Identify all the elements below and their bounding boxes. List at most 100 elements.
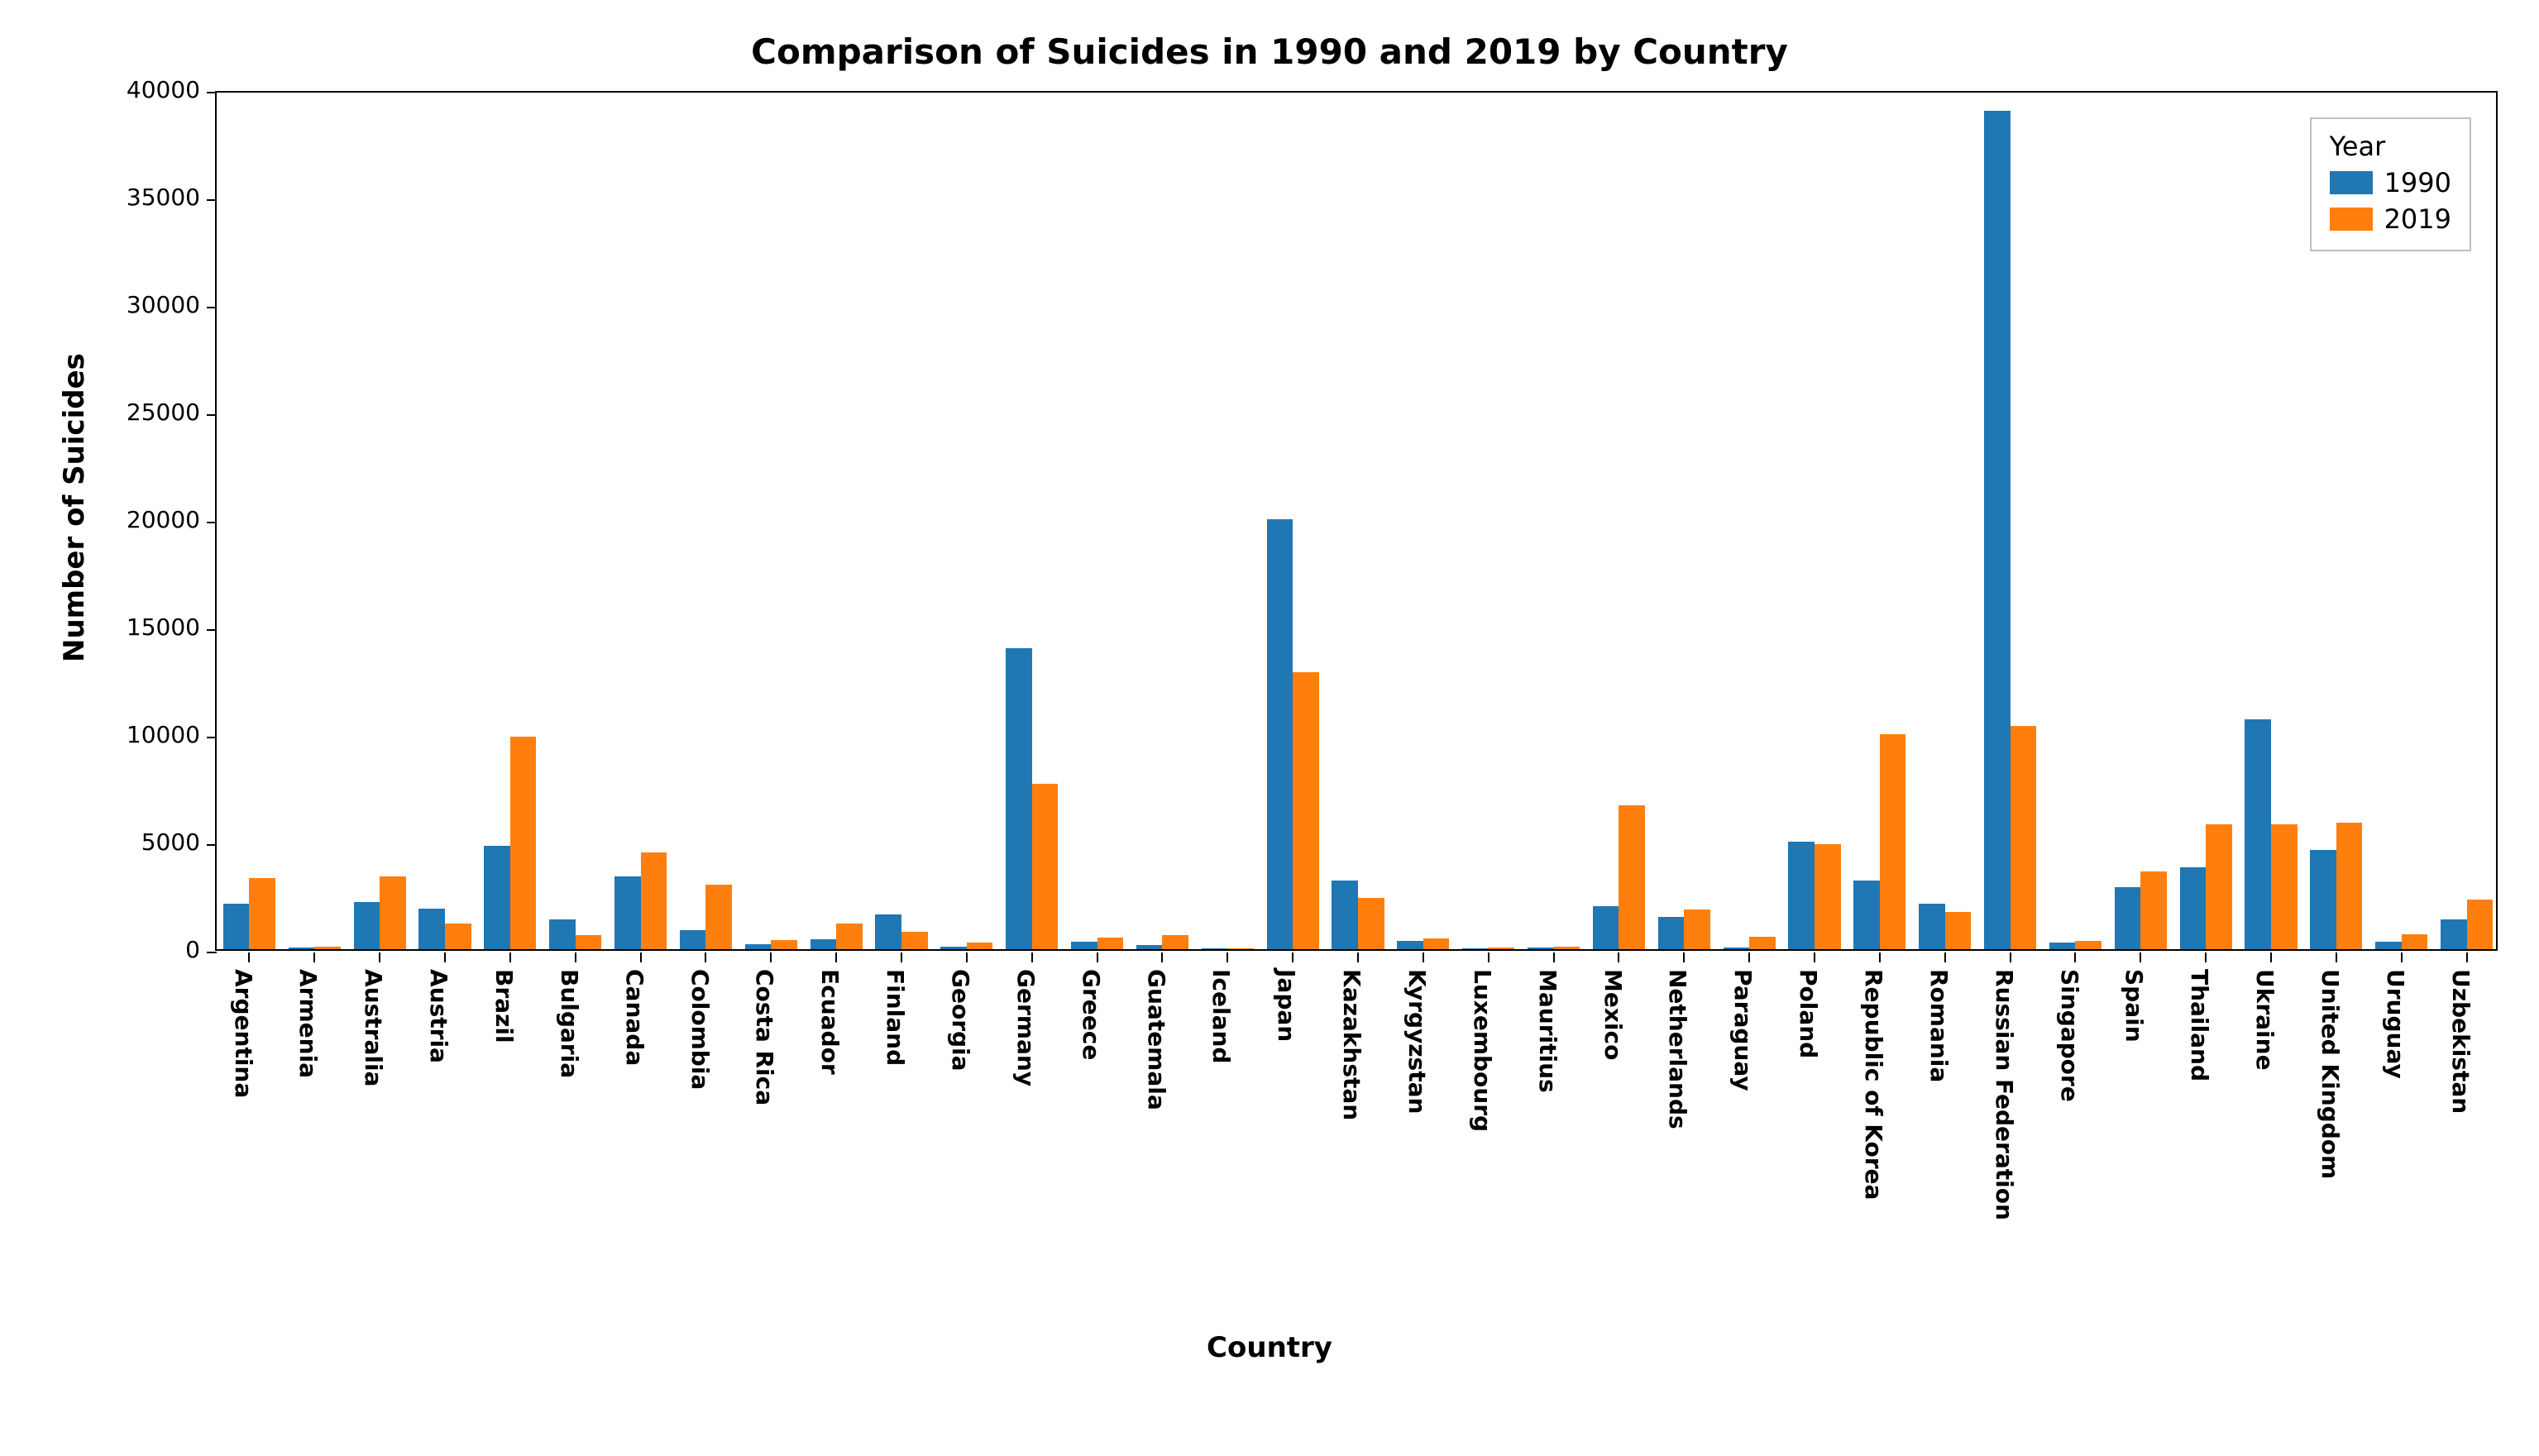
bar [549, 919, 576, 949]
x-tick-mark [509, 952, 511, 962]
bar [1267, 519, 1293, 949]
x-tick-mark [835, 952, 837, 962]
bar [1880, 734, 1906, 949]
bar [1815, 844, 1841, 949]
x-tick-mark [2074, 952, 2076, 962]
bar [2049, 943, 2076, 949]
y-tick-label: 0 [68, 936, 200, 963]
bar [680, 930, 706, 949]
legend-title: Year [2330, 131, 2451, 162]
x-tick-mark [1161, 952, 1163, 962]
bar [2375, 942, 2402, 949]
bar [1619, 805, 1645, 949]
bar [836, 924, 863, 949]
bar [2467, 900, 2494, 949]
y-tick-label: 25000 [68, 399, 200, 426]
y-tick-mark [207, 199, 217, 201]
legend: Year 1990 2019 [2310, 117, 2471, 251]
bar [1593, 906, 1619, 949]
bar [223, 904, 250, 949]
bar [510, 737, 537, 949]
bar [289, 948, 315, 949]
legend-item: 1990 [2330, 167, 2451, 198]
legend-label: 2019 [2384, 203, 2451, 235]
bar [1006, 648, 1032, 949]
bar [1462, 948, 1489, 949]
y-tick-mark [207, 414, 217, 416]
x-tick-mark [901, 952, 902, 962]
legend-swatch [2330, 171, 2373, 194]
x-tick-mark [575, 952, 576, 962]
x-tick-mark [2270, 952, 2272, 962]
bar [1749, 937, 1776, 949]
y-tick-label: 15000 [68, 613, 200, 641]
y-tick-label: 40000 [68, 76, 200, 103]
y-tick-mark [207, 737, 217, 738]
bar [1984, 111, 2011, 949]
x-tick-mark [2205, 952, 2207, 962]
x-tick-mark [1488, 952, 1489, 962]
y-tick-mark [207, 307, 217, 308]
y-tick-mark [207, 92, 217, 93]
bar [576, 935, 602, 949]
bar [967, 943, 993, 949]
chart-container: Comparison of Suicides in 1990 and 2019 … [0, 0, 2539, 1456]
bar [1684, 909, 1710, 949]
y-tick-mark [207, 844, 217, 846]
bar [1332, 881, 1358, 949]
legend-item: 2019 [2330, 203, 2451, 235]
x-tick-mark [1097, 952, 1098, 962]
x-tick-mark [2466, 952, 2468, 962]
bar [1397, 941, 1423, 949]
x-tick-mark [770, 952, 772, 962]
y-tick-label: 20000 [68, 506, 200, 533]
bar [641, 852, 667, 949]
bar [1423, 938, 1450, 949]
y-tick-mark [207, 629, 217, 631]
x-tick-mark [2010, 952, 2011, 962]
x-axis-label: Country [0, 1331, 2539, 1364]
bar [614, 876, 641, 949]
bar [314, 947, 341, 949]
x-tick-mark [1357, 952, 1359, 962]
bar [2180, 867, 2207, 949]
bar [705, 885, 732, 949]
x-tick-mark [313, 952, 315, 962]
bar [1489, 948, 1515, 949]
y-tick-mark [207, 952, 217, 953]
y-tick-label: 35000 [68, 184, 200, 211]
x-tick-mark [966, 952, 968, 962]
bar [2140, 871, 2167, 949]
bar [2245, 719, 2271, 949]
x-tick-mark [640, 952, 642, 962]
bar [1202, 948, 1228, 949]
bar [1788, 842, 1815, 949]
x-tick-mark [248, 952, 250, 962]
bar [2206, 824, 2232, 949]
bar [1853, 881, 1880, 949]
bar [1032, 784, 1059, 949]
legend-swatch [2330, 208, 2373, 231]
x-tick-mark [1748, 952, 1750, 962]
bar [875, 914, 901, 949]
x-tick-mark [2401, 952, 2403, 962]
x-tick-mark [444, 952, 446, 962]
bar [2271, 824, 2298, 949]
bar [940, 947, 967, 949]
x-tick-mark [1879, 952, 1881, 962]
bar [380, 876, 406, 949]
bar [1227, 948, 1254, 949]
y-tick-label: 5000 [68, 828, 200, 856]
bar [810, 939, 837, 949]
bar [1136, 945, 1163, 949]
x-tick-mark [1814, 952, 1815, 962]
bar [1071, 942, 1097, 949]
x-tick-mark [2336, 952, 2337, 962]
bar [418, 909, 445, 949]
bar [1554, 947, 1580, 949]
bar [1293, 672, 1319, 949]
bar [901, 932, 928, 949]
bar [1528, 948, 1554, 949]
bar [2441, 919, 2467, 949]
x-tick-mark [1944, 952, 1946, 962]
